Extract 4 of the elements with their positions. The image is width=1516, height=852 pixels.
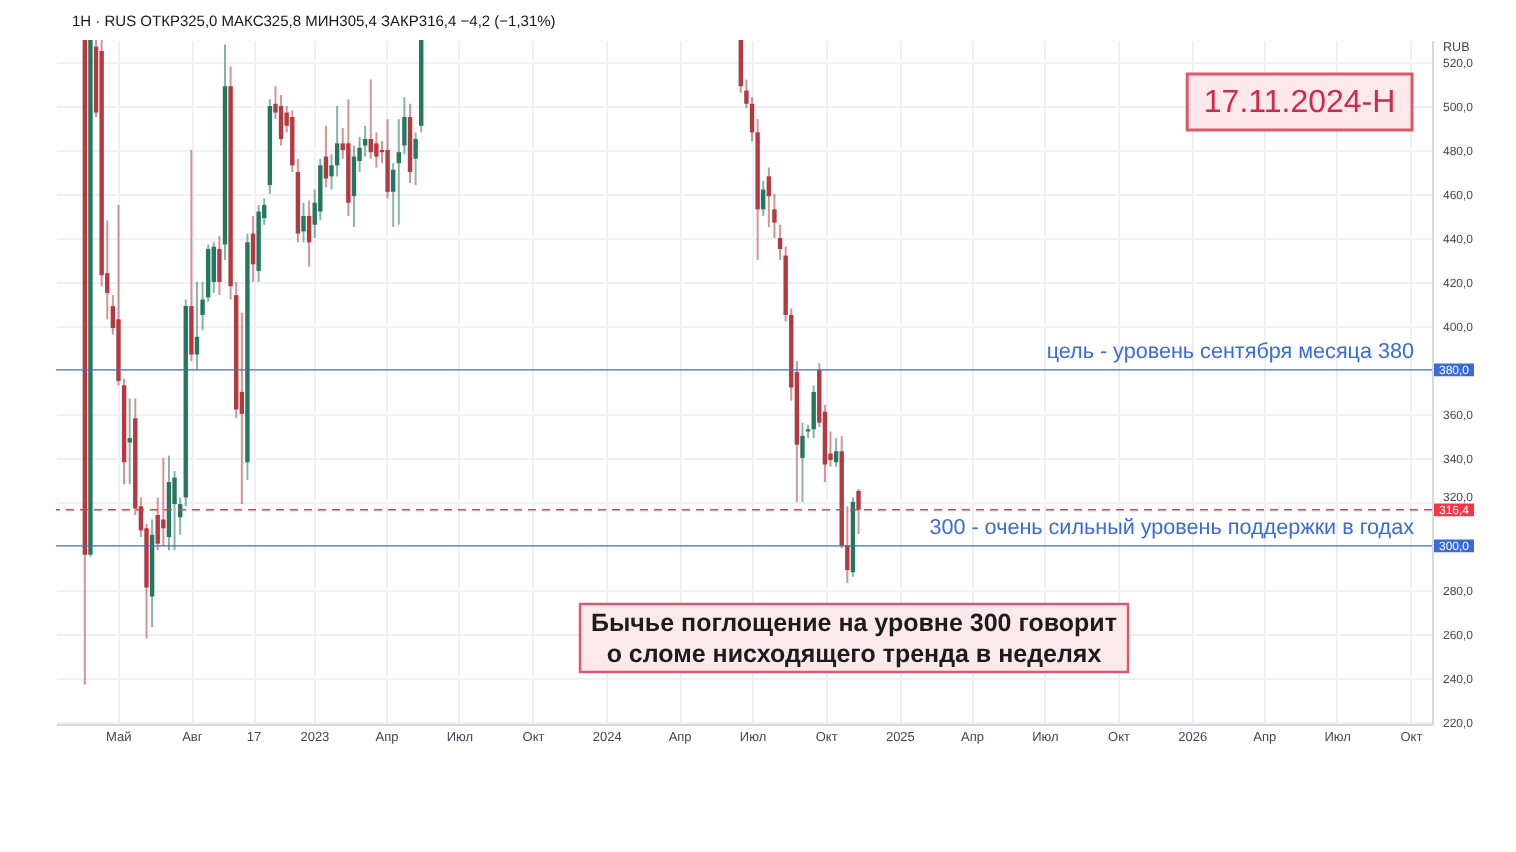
annotation: Бычье поглощение на уровне 300 говорит о сломе нисходящего тренда в неделях <box>591 608 1117 668</box>
annotation: 300 - очень сильный уровень поддержки в годах <box>929 515 1416 540</box>
text: 17.11.2024-Н <box>1203 86 1396 120</box>
annotation: цель - уровень сентября месяца 380 <box>1046 339 1414 364</box>
